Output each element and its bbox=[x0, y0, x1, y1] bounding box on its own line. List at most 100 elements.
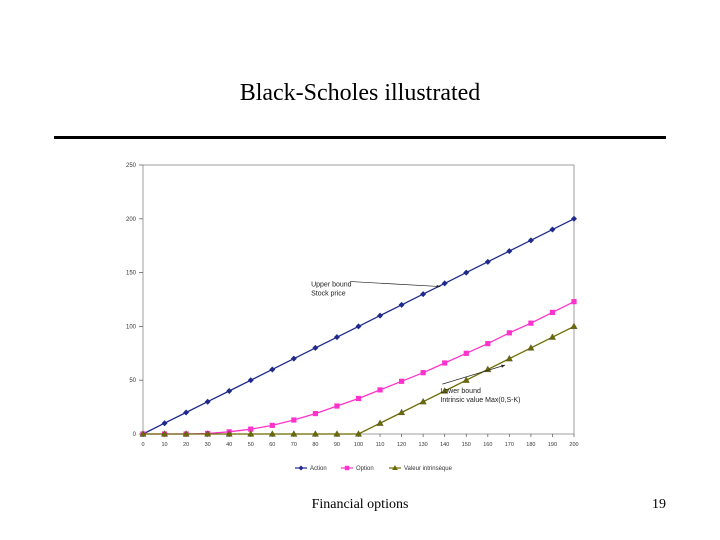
data-point bbox=[182, 430, 190, 437]
data-point bbox=[527, 237, 534, 244]
annotation-arrow bbox=[442, 364, 506, 385]
legend-marker bbox=[392, 465, 398, 470]
x-tick-label: 120 bbox=[397, 442, 406, 448]
data-point bbox=[549, 309, 556, 316]
page-number: 19 bbox=[652, 497, 666, 512]
y-tick-label: 50 bbox=[129, 378, 136, 384]
data-point bbox=[398, 408, 406, 416]
data-point bbox=[204, 398, 211, 405]
annotation-arrowhead bbox=[501, 364, 506, 368]
data-point bbox=[528, 320, 534, 326]
data-point bbox=[399, 378, 405, 384]
data-point bbox=[570, 322, 578, 329]
data-point bbox=[290, 430, 298, 437]
x-tick-label: 30 bbox=[205, 442, 211, 448]
annotation-text: Lower bound bbox=[440, 388, 481, 395]
data-point bbox=[248, 426, 254, 432]
x-tick-label: 150 bbox=[462, 442, 471, 448]
x-tick-label: 70 bbox=[291, 442, 297, 448]
data-point bbox=[463, 269, 470, 276]
data-point bbox=[506, 248, 513, 255]
data-point bbox=[398, 301, 405, 308]
data-point bbox=[161, 430, 169, 437]
x-tick-label: 130 bbox=[419, 442, 428, 448]
data-point bbox=[161, 420, 168, 427]
y-tick-label: 0 bbox=[133, 432, 137, 438]
x-tick-label: 0 bbox=[141, 442, 144, 448]
x-tick-label: 180 bbox=[526, 442, 535, 448]
data-point bbox=[334, 403, 340, 409]
data-point bbox=[291, 417, 297, 423]
data-point bbox=[376, 419, 384, 426]
data-point bbox=[506, 330, 512, 336]
y-tick-label: 150 bbox=[126, 271, 137, 277]
black-scholes-chart: 0 50 100 150 200 250 0 10 20 30 40 50 60 70 80 90 100 110… bbox=[126, 163, 579, 472]
x-tick-label: 100 bbox=[354, 442, 363, 448]
y-tick-label: 100 bbox=[126, 324, 137, 330]
data-point bbox=[527, 344, 535, 351]
x-tick-label: 10 bbox=[161, 442, 167, 448]
data-point bbox=[269, 366, 276, 373]
data-point bbox=[269, 422, 275, 428]
legend-label: Option bbox=[356, 466, 374, 472]
data-point bbox=[355, 430, 362, 437]
annotation-arrowhead bbox=[436, 284, 441, 288]
series-line-1 bbox=[143, 301, 575, 435]
data-point bbox=[377, 387, 383, 393]
series-line-2 bbox=[143, 325, 575, 435]
data-point bbox=[225, 430, 233, 437]
data-point bbox=[355, 395, 362, 402]
data-point bbox=[312, 344, 319, 351]
data-point bbox=[311, 430, 319, 437]
data-point bbox=[333, 334, 340, 341]
data-point bbox=[290, 355, 297, 362]
data-point bbox=[462, 376, 470, 383]
title-divider bbox=[54, 136, 666, 139]
x-tick-label: 190 bbox=[548, 442, 557, 448]
x-tick-label: 110 bbox=[376, 442, 385, 448]
data-point bbox=[312, 410, 318, 417]
x-tick-label: 200 bbox=[569, 442, 578, 448]
data-point bbox=[420, 370, 426, 376]
data-point bbox=[571, 215, 577, 222]
data-point bbox=[484, 365, 492, 372]
data-point bbox=[441, 280, 448, 287]
x-tick-label: 90 bbox=[334, 442, 340, 448]
data-point bbox=[268, 430, 276, 437]
data-point bbox=[441, 387, 449, 394]
annotation-text: Upper bound bbox=[311, 282, 352, 289]
data-point bbox=[204, 430, 212, 437]
data-point bbox=[419, 398, 427, 405]
data-point bbox=[505, 354, 513, 362]
x-tick-label: 170 bbox=[505, 442, 514, 448]
legend-label: Valeur intrinsèque bbox=[404, 466, 453, 472]
x-tick-label: 20 bbox=[183, 442, 189, 448]
x-tick-label: 80 bbox=[312, 442, 318, 448]
data-point bbox=[463, 350, 469, 356]
footer-text: Financial options bbox=[311, 497, 409, 512]
data-point bbox=[485, 341, 491, 347]
legend-label: Action bbox=[310, 466, 327, 472]
data-point bbox=[377, 312, 384, 319]
data-point bbox=[183, 409, 190, 416]
data-point bbox=[442, 360, 448, 366]
data-point bbox=[484, 258, 491, 265]
data-point bbox=[333, 430, 341, 437]
data-point bbox=[355, 323, 362, 330]
data-point bbox=[139, 430, 147, 437]
x-tick-label: 60 bbox=[269, 442, 275, 448]
annotation-arrow bbox=[351, 281, 441, 287]
data-point bbox=[247, 377, 254, 384]
legend-marker bbox=[298, 465, 304, 471]
data-point bbox=[549, 226, 556, 233]
annotation-text: Intrinsic value Max(0,S-K) bbox=[440, 397, 520, 404]
annotation-text: Stock price bbox=[311, 291, 346, 298]
data-point bbox=[420, 291, 427, 298]
x-tick-label: 140 bbox=[440, 442, 449, 448]
plot-area bbox=[142, 164, 575, 435]
data-point bbox=[247, 430, 255, 437]
data-point bbox=[226, 387, 233, 394]
x-tick-label: 40 bbox=[226, 442, 232, 448]
data-point bbox=[571, 299, 577, 305]
y-tick-label: 250 bbox=[126, 163, 137, 169]
